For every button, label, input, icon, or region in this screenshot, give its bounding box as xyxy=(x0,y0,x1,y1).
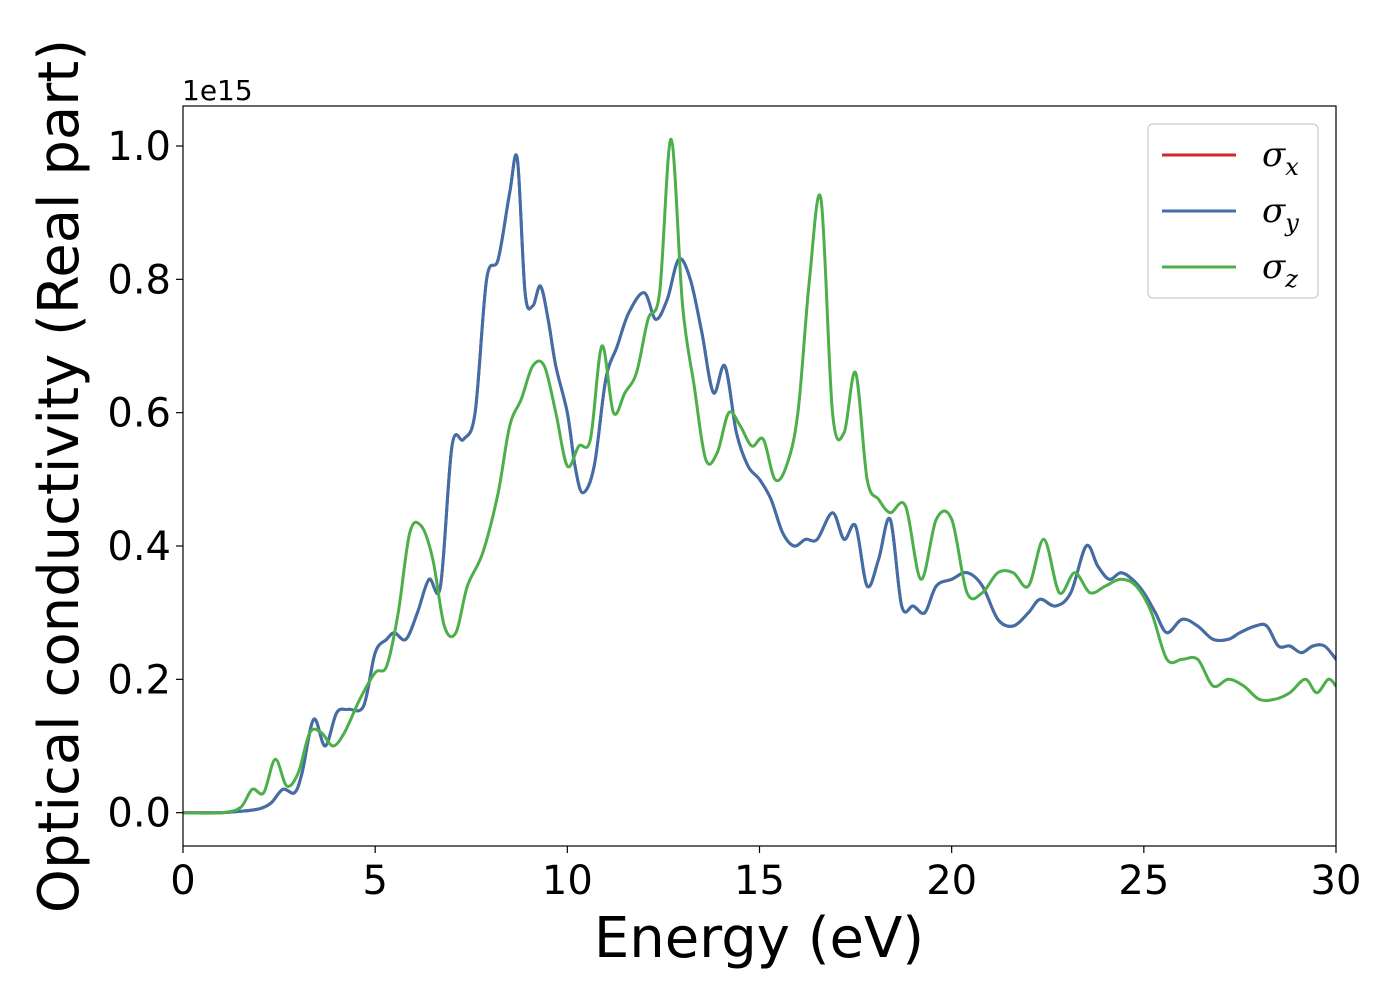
legend-label-x: σx xyxy=(1262,135,1299,181)
series-layer xyxy=(183,137,1336,815)
legend-label-y: σy xyxy=(1262,191,1299,237)
y-offset-text: 1e15 xyxy=(182,74,253,107)
x-axis-ticks: 0 5 10 15 20 25 30 xyxy=(170,846,1361,904)
y-tick-label: 0.6 xyxy=(107,391,171,437)
x-tick-label: 10 xyxy=(542,858,593,904)
y-tick-label: 1.0 xyxy=(107,124,171,170)
x-tick-label: 15 xyxy=(734,858,785,904)
y-axis-label: Optical conductivity (Real part) xyxy=(27,39,92,913)
y-tick-label: 0.8 xyxy=(107,257,171,303)
x-axis-label: Energy (eV) xyxy=(594,906,924,971)
legend-label-z: σz xyxy=(1262,247,1298,293)
y-tick-label: 0.4 xyxy=(107,524,171,570)
series-line-y xyxy=(183,153,1336,815)
series-line-z xyxy=(183,137,1336,815)
x-tick-label: 30 xyxy=(1311,858,1362,904)
x-tick-label: 5 xyxy=(362,858,387,904)
y-tick-label: 0.2 xyxy=(107,657,171,703)
x-tick-label: 25 xyxy=(1118,858,1169,904)
y-axis-ticks: 0.0 0.2 0.4 0.6 0.8 1.0 xyxy=(107,124,183,837)
legend: σx σy σz xyxy=(1147,123,1319,299)
x-tick-label: 0 xyxy=(170,858,195,904)
x-tick-label: 20 xyxy=(926,858,977,904)
y-tick-label: 0.0 xyxy=(107,791,171,837)
